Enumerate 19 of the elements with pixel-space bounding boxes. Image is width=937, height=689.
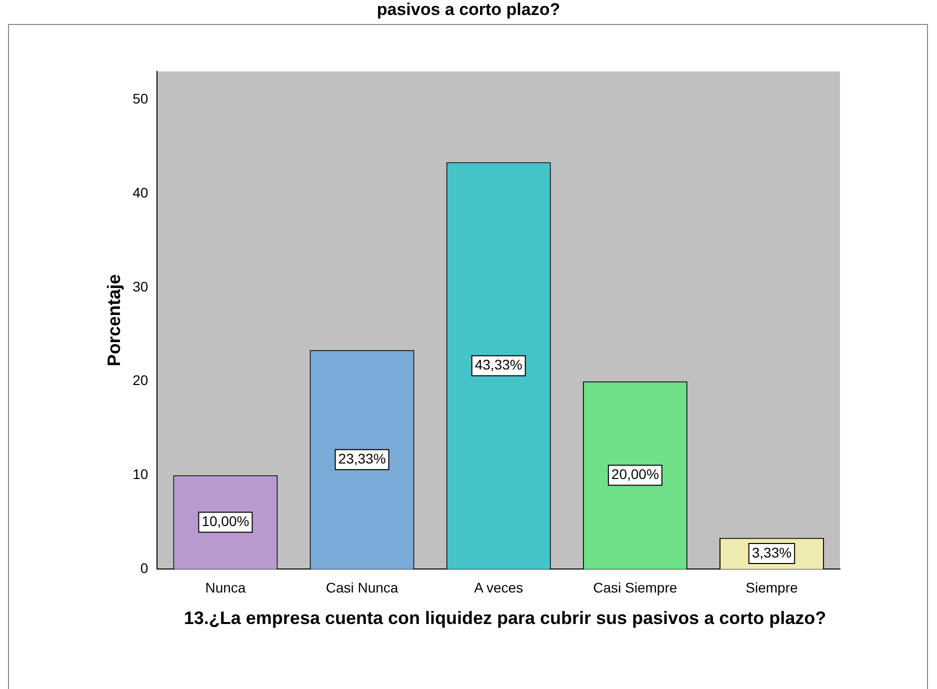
data-label: 43,33% [474, 356, 522, 373]
data-label: 20,00% [611, 466, 659, 482]
data-label: 23,33% [338, 450, 386, 466]
data-label: 10,00% [202, 513, 250, 530]
x-axis-title: 13.¿La empresa cuenta con liquidez para cubrir sus pasivos a corto plazo? [182, 608, 828, 628]
y-tick-label: 50 [132, 90, 148, 106]
x-tick-label: Casi Siempre [593, 579, 678, 596]
y-tick-label: 0 [140, 560, 148, 576]
y-tick-label: 10 [132, 466, 148, 482]
y-tick-label: 30 [132, 278, 148, 294]
y-tick-label: 20 [132, 372, 148, 388]
x-tick-label: Siempre [746, 579, 798, 596]
x-tick-label: A veces [474, 579, 524, 596]
y-axis-title: Porcentaje [104, 274, 124, 366]
x-tick-label: Nunca [205, 579, 246, 596]
x-tick-label: Casi Nunca [326, 579, 398, 596]
chart-title: pasivos a corto plazo? [376, 0, 562, 20]
y-tick-label: 40 [132, 184, 148, 200]
data-label: 3,33% [752, 544, 792, 560]
